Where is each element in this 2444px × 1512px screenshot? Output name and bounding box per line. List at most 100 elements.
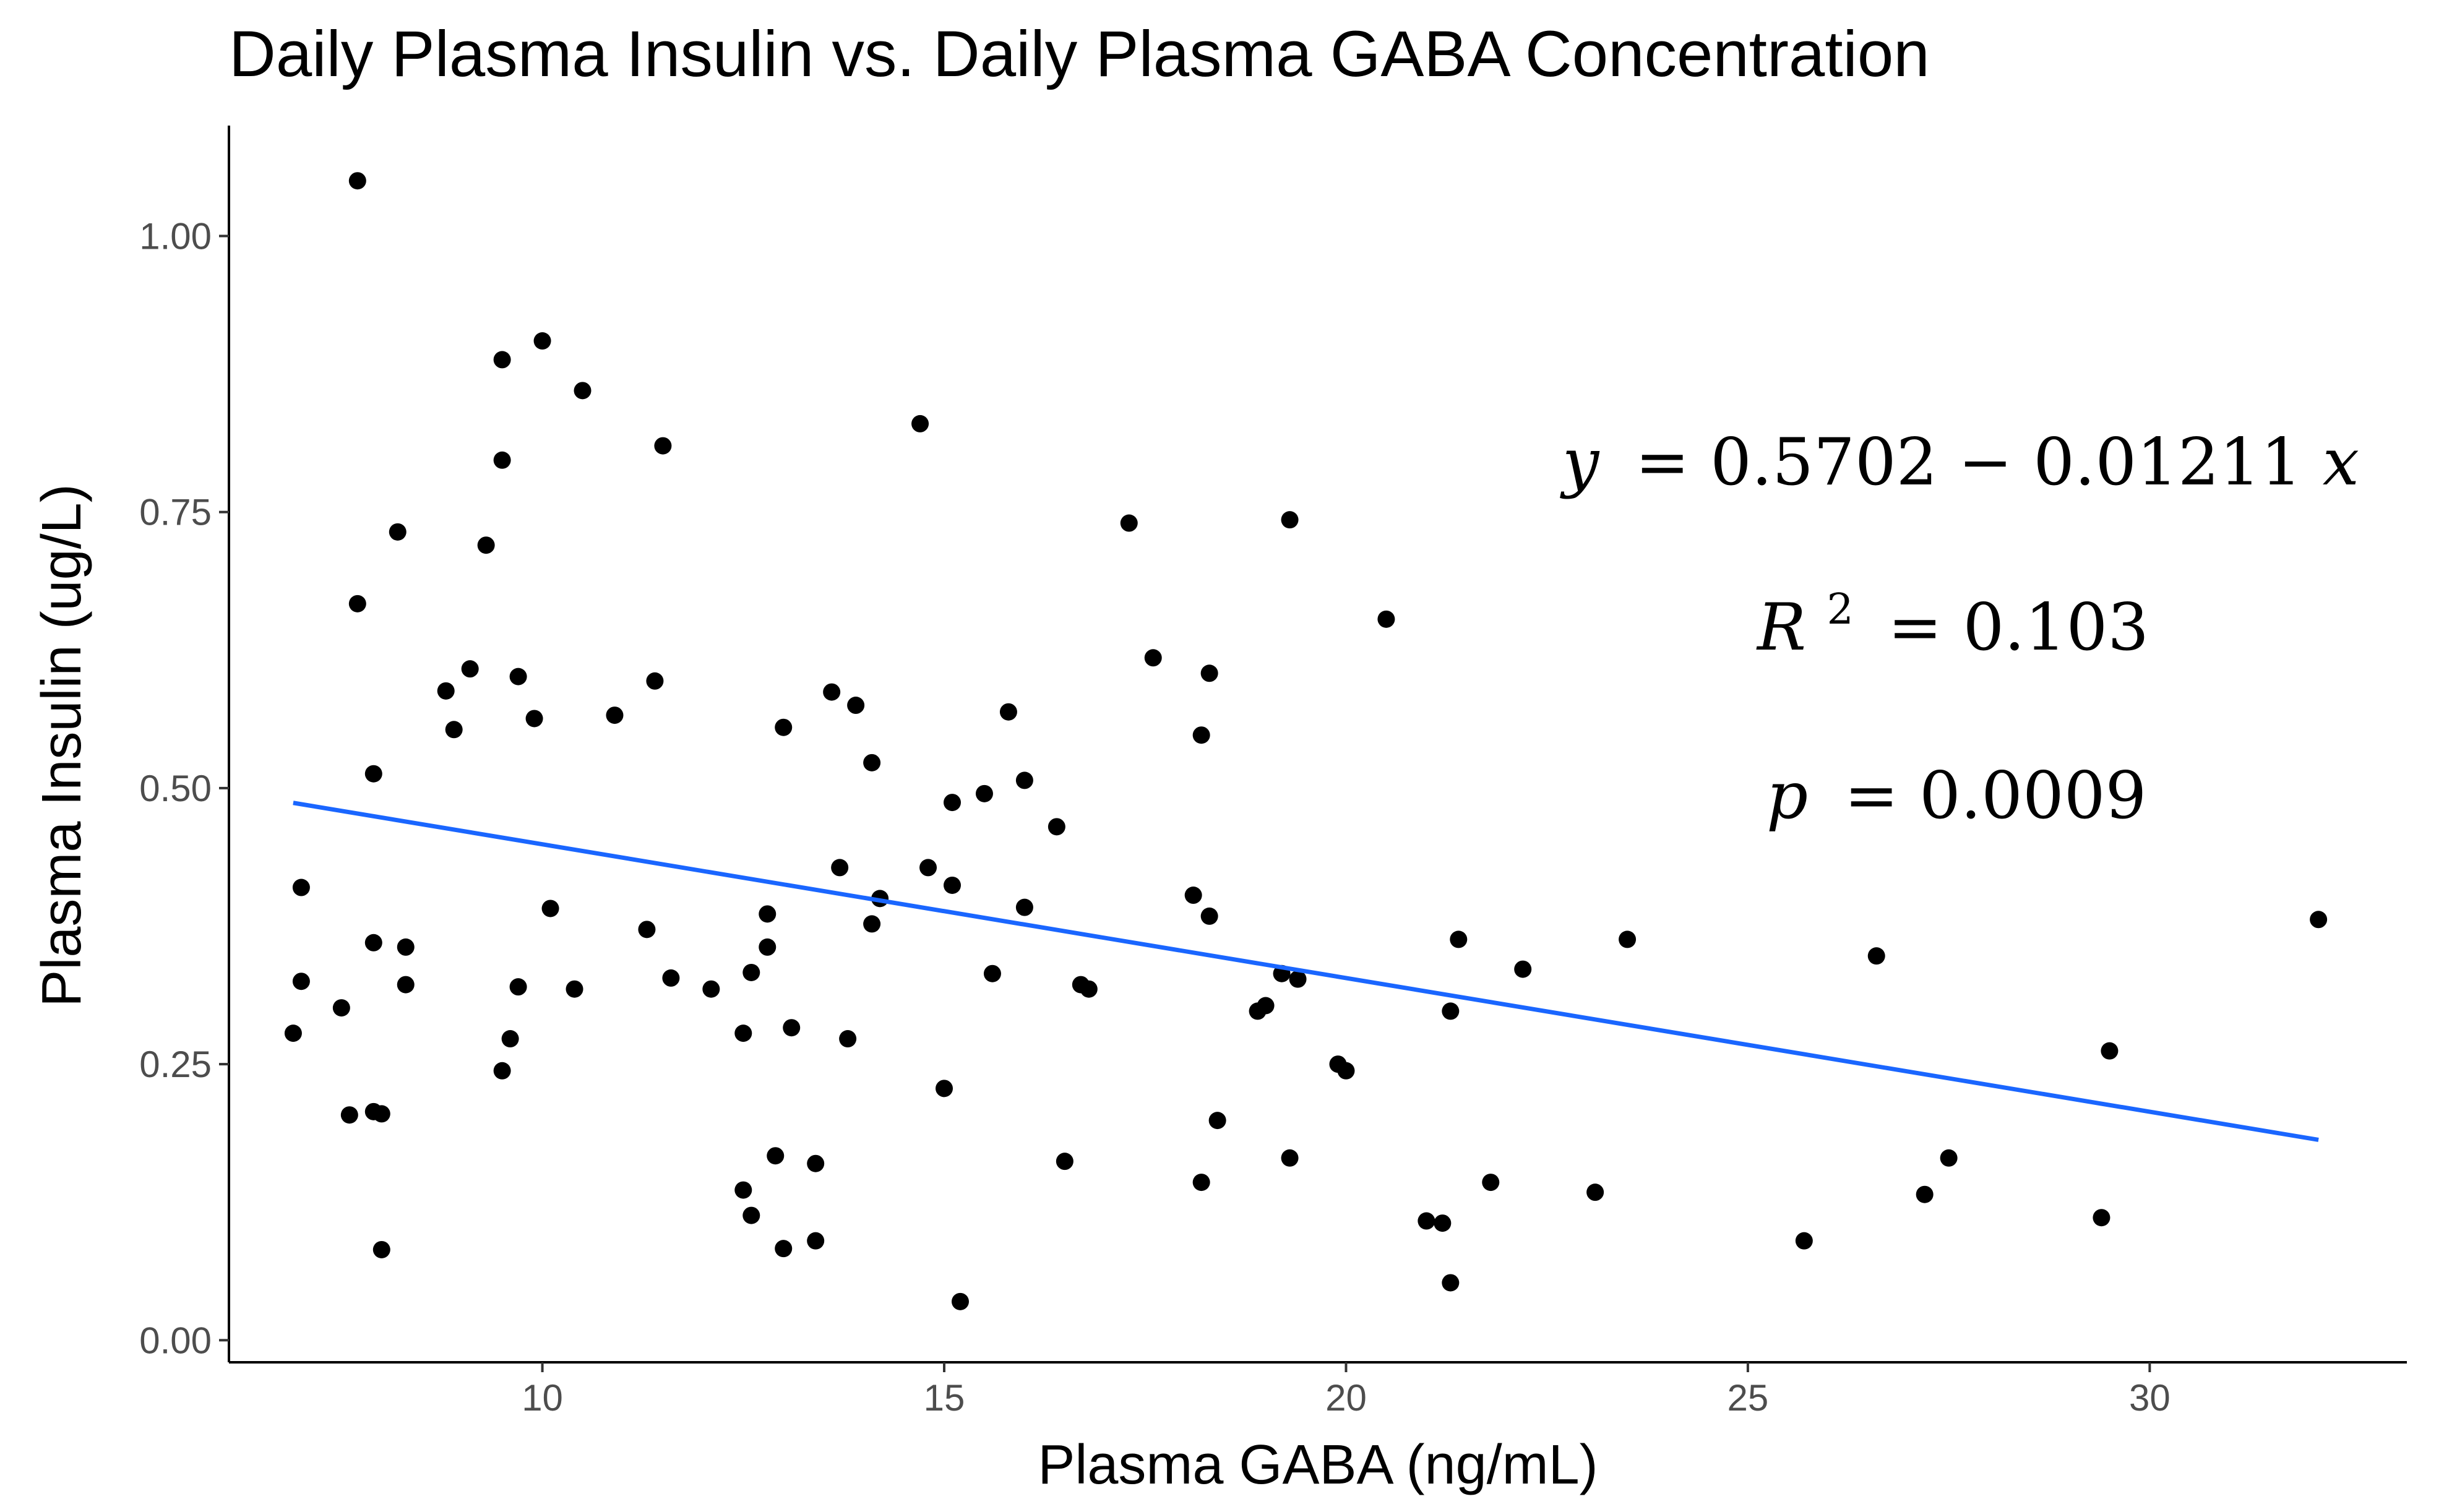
data-point — [372, 1105, 390, 1123]
data-point — [493, 351, 511, 369]
data-point — [783, 1019, 801, 1037]
data-point — [1015, 898, 1033, 916]
equation-lhs: y — [1560, 424, 1600, 500]
data-point — [1940, 1149, 1958, 1167]
y-axis-ticks: 0.00 0.25 0.50 0.75 1.00 — [139, 215, 229, 1361]
data-point — [1916, 1185, 1934, 1203]
data-point — [292, 878, 310, 896]
data-point — [1257, 997, 1275, 1015]
x-axis-ticks: 10 15 20 25 30 — [522, 1362, 2171, 1419]
data-point — [2093, 1209, 2111, 1227]
y-tick-label: 1.00 — [139, 215, 212, 257]
equation-annotation: y = 0.5702 − 0.01211 x — [1560, 424, 2359, 500]
data-point — [2310, 911, 2328, 929]
data-point — [1795, 1232, 1813, 1250]
r-squared-exponent: 2 — [1827, 585, 1853, 634]
data-point — [461, 660, 479, 678]
data-point — [541, 900, 559, 917]
chart-title: Daily Plasma Insulin vs. Daily Plasma GA… — [229, 18, 1930, 90]
data-point — [734, 1181, 752, 1199]
p-symbol: p — [1766, 758, 1808, 833]
data-point — [340, 1106, 358, 1124]
data-point — [574, 382, 592, 400]
data-point — [445, 721, 463, 739]
x-axis-title: Plasma GABA (ng/mL) — [1038, 1434, 1598, 1496]
data-point — [566, 980, 583, 998]
data-point — [1442, 1274, 1460, 1292]
data-point — [1200, 664, 1218, 682]
data-point — [1377, 610, 1395, 628]
data-point — [1337, 1062, 1355, 1080]
data-point — [654, 437, 672, 455]
data-point — [1208, 1112, 1226, 1130]
data-point — [775, 718, 793, 736]
data-point — [1192, 726, 1210, 744]
p-value: = 0.0009 — [1844, 758, 2147, 833]
data-point — [983, 964, 1001, 982]
data-point — [1289, 970, 1307, 988]
data-point — [1184, 887, 1202, 904]
data-point — [1482, 1174, 1500, 1192]
data-point — [807, 1232, 825, 1250]
data-point — [284, 1024, 302, 1042]
data-point — [1867, 947, 1885, 965]
data-point — [742, 1206, 760, 1224]
data-point — [509, 668, 527, 685]
data-point — [919, 859, 937, 877]
data-point — [606, 707, 624, 724]
data-point — [807, 1154, 825, 1172]
r-squared-symbol: R — [1756, 590, 1806, 665]
data-point — [831, 859, 849, 877]
data-point — [1434, 1214, 1452, 1232]
axes — [228, 126, 2407, 1364]
data-points — [284, 172, 2328, 1310]
data-point — [1056, 1153, 1074, 1171]
data-point — [759, 938, 777, 956]
data-point — [662, 969, 680, 987]
data-point — [2101, 1042, 2119, 1060]
data-point — [936, 1080, 953, 1097]
data-point — [775, 1240, 793, 1258]
data-point — [742, 963, 760, 981]
data-point — [1586, 1183, 1604, 1201]
data-point — [348, 595, 366, 612]
regression-annotations: y = 0.5702 − 0.01211 x R 2 = 0.103 p = 0… — [1560, 424, 2359, 833]
data-point — [767, 1147, 785, 1165]
data-point — [364, 934, 382, 951]
data-point — [372, 1240, 390, 1258]
data-point — [759, 905, 777, 923]
y-axis-title: Plasma Insulin (ug/L) — [31, 484, 93, 1007]
data-point — [847, 697, 865, 715]
data-point — [1192, 1174, 1210, 1192]
data-point — [863, 915, 881, 933]
data-point — [1514, 960, 1532, 978]
data-point — [397, 976, 415, 994]
data-point — [493, 1062, 511, 1080]
data-point — [975, 784, 993, 802]
x-tick-label: 15 — [924, 1377, 965, 1419]
data-point — [389, 523, 407, 541]
regression-line-group — [293, 801, 2319, 1142]
data-point — [332, 999, 350, 1017]
data-point — [863, 754, 881, 771]
data-point — [364, 765, 382, 783]
data-point — [1015, 771, 1033, 789]
data-point — [944, 876, 962, 894]
x-tick-label: 20 — [1325, 1377, 1367, 1419]
equation-rhs: = 0.5702 − 0.01211 — [1635, 424, 2302, 500]
data-point — [437, 682, 455, 700]
data-point — [477, 536, 495, 554]
y-tick-label: 0.25 — [139, 1044, 212, 1085]
data-point — [1619, 930, 1637, 948]
data-point — [702, 980, 720, 998]
data-point — [999, 703, 1017, 721]
data-point — [1048, 818, 1065, 836]
x-tick-label: 30 — [2129, 1377, 2171, 1419]
data-point — [646, 672, 664, 690]
data-point — [348, 172, 366, 190]
data-point — [1120, 514, 1138, 532]
data-point — [1418, 1212, 1435, 1230]
data-point — [638, 921, 656, 939]
data-point — [533, 332, 551, 350]
